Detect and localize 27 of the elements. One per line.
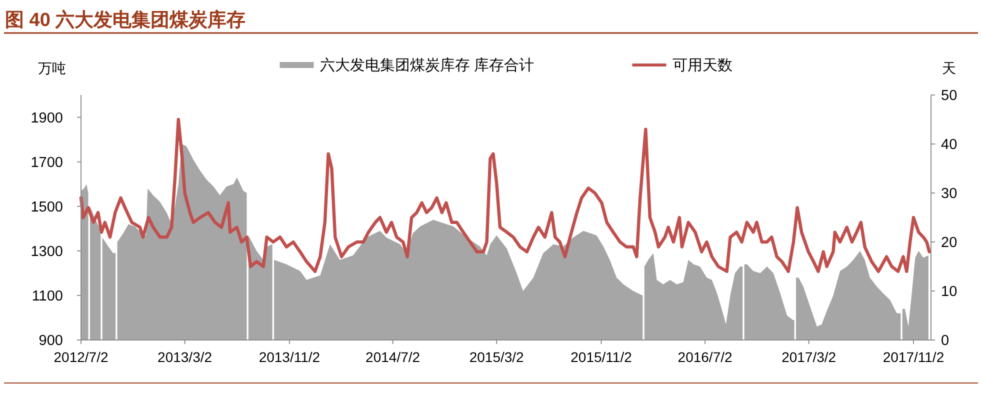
y2-tick-label: 30 (941, 186, 958, 202)
y2-tick-label: 10 (941, 284, 958, 300)
y2-axis-title: 天 (942, 60, 956, 76)
x-tick-label: 2013/11/2 (258, 349, 320, 365)
y2-tick-label: 50 (941, 88, 958, 104)
y2-tick-label: 20 (941, 235, 958, 251)
y2-tick-label: 0 (941, 333, 950, 349)
chart-title: 图 40 六大发电集团煤炭库存 (5, 9, 246, 31)
y-tick-label: 900 (38, 333, 63, 349)
x-tick-label: 2017/3/2 (782, 349, 836, 365)
y-axis-title: 万吨 (38, 60, 66, 76)
x-tick-label: 2013/3/2 (158, 349, 212, 365)
legend-label: 可用天数 (672, 57, 732, 74)
line-series (79, 118, 931, 273)
legend-label: 六大发电集团煤炭库存 库存合计 (320, 57, 534, 74)
y-tick-label: 1500 (30, 199, 63, 216)
x-tick-label: 2016/7/2 (678, 349, 733, 365)
x-tick-label: 2017/11/2 (882, 349, 944, 365)
y2-tick-label: 40 (941, 137, 958, 153)
x-tick-label: 2015/3/2 (469, 349, 524, 365)
x-tick-label: 2015/11/2 (570, 349, 632, 365)
y-tick-label: 1900 (30, 110, 63, 126)
y-tick-label: 1700 (30, 154, 63, 171)
y-tick-label: 1300 (30, 244, 63, 260)
x-tick-label: 2014/7/2 (366, 349, 420, 365)
y-tick-label: 1100 (32, 288, 63, 304)
x-tick-label: 2012/7/2 (54, 349, 108, 365)
